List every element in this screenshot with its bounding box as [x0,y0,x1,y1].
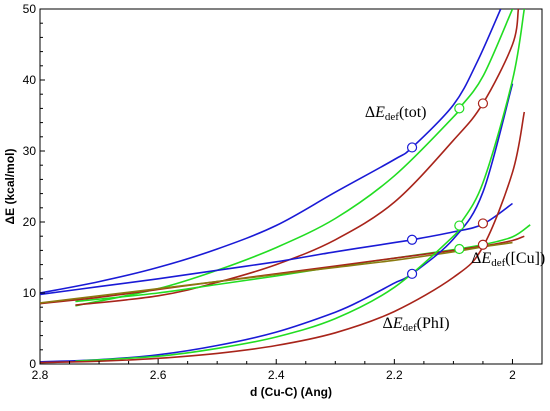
x-tick-label: 2.4 [268,368,285,382]
x-tick-label: 2 [509,368,516,382]
y-tick-label: 30 [23,144,37,158]
plot-border [40,9,542,364]
series-lines [40,9,530,363]
y-tick-label: 50 [23,2,37,16]
curve-annotation: ΔEdef(tot) [365,104,427,123]
marker-point [478,99,487,108]
marker-point [408,269,417,278]
y-tick-label: 20 [23,215,37,229]
y-axis-title: ΔE (kcal/mol) [3,149,17,225]
marker-point [455,221,464,230]
marker-point [408,235,417,244]
series-line-tot-green [75,9,512,306]
plot-frame [40,9,542,364]
marker-point [478,219,487,228]
x-tick-label: 2.2 [386,368,403,382]
series-line-Cu-blue [40,204,513,295]
series-line-tot-red [75,9,518,305]
y-tick-label: 40 [23,73,37,87]
y-tick-label: 0 [29,357,36,371]
series-line-PhI-green [75,9,524,361]
x-axis-title: d (Cu-C) (Ang) [250,385,332,399]
curve-annotation: ΔEdef([Cu]) [471,250,545,269]
marker-point [478,240,487,249]
x-tick-label: 2.6 [150,368,167,382]
marker-point [455,104,464,113]
curve-annotation: ΔEdef(PhI) [383,315,450,334]
marker-point [455,244,464,253]
y-tick-label: 10 [23,286,37,300]
marker-point [408,143,417,152]
